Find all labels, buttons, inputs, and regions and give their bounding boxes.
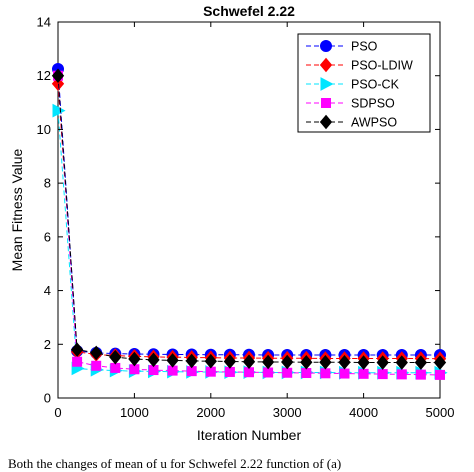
legend-swatch-marker (319, 57, 333, 73)
legend-swatch-marker (320, 77, 334, 91)
legend-item-awpso: AWPSO (306, 114, 397, 130)
data-point-sdpso (91, 360, 102, 371)
legend: PSO PSO-LDIW PSO-CK SDPSO AWPSO (297, 33, 431, 133)
data-point-awpso (281, 354, 294, 370)
data-point-sdpso (435, 369, 445, 380)
legend-item-pso-ck: PSO-CK (306, 77, 400, 92)
y-tick-label: 4 (44, 283, 51, 298)
legend-item-pso: PSO (306, 40, 378, 54)
data-point-awpso (433, 355, 447, 370)
data-point-awpso (90, 345, 103, 361)
x-tick-label: 2000 (196, 405, 225, 420)
data-point-sdpso (396, 369, 407, 380)
data-point-awpso (223, 354, 237, 369)
legend-swatch-marker (321, 98, 331, 108)
x-tick-label: 0 (54, 405, 61, 420)
data-point-awpso (357, 355, 370, 370)
y-tick-label: 12 (37, 68, 51, 83)
data-point-sdpso (415, 369, 426, 380)
data-point-sdpso (110, 362, 121, 373)
y-axis-label: Mean Fitness Value (9, 148, 25, 271)
data-point-awpso (128, 351, 141, 367)
legend-swatch-marker (320, 40, 332, 52)
data-point-awpso (300, 355, 313, 370)
y-tick-label: 14 (37, 15, 51, 30)
x-axis-label: Iteration Number (197, 427, 302, 443)
data-point-sdpso (205, 366, 216, 377)
data-point-sdpso (320, 368, 331, 379)
legend-label: PSO-LDIW (351, 59, 413, 73)
y-tick-label: 2 (44, 337, 51, 352)
data-point-awpso (319, 355, 332, 370)
x-tick-label: 1000 (120, 405, 149, 420)
x-tick-label: 3000 (273, 405, 302, 420)
data-point-awpso (242, 354, 256, 370)
data-point-awpso (70, 342, 84, 357)
legend-label: PSO (351, 40, 378, 54)
data-point-pso-ck (52, 103, 66, 118)
x-tick-label: 5000 (426, 405, 455, 420)
y-tick-label: 6 (44, 229, 51, 244)
legend-item-pso-ldiw: PSO-LDIW (306, 57, 413, 73)
x-axis-ticks: 0 1000 2000 3000 4000 5000 (54, 22, 454, 420)
data-point-sdpso (282, 367, 293, 378)
data-point-awpso (414, 355, 428, 370)
data-point-awpso (185, 353, 198, 369)
data-point-awpso (376, 355, 389, 370)
legend-label: PSO-CK (351, 78, 400, 92)
y-axis-ticks: 0 2 4 6 8 10 12 14 (37, 15, 440, 406)
series-awpso (51, 68, 447, 370)
data-point-sdpso (263, 367, 274, 378)
data-point-awpso (166, 353, 179, 368)
legend-item-sdpso: SDPSO (306, 97, 395, 111)
data-point-awpso (147, 352, 160, 368)
data-point-sdpso (339, 368, 350, 379)
figure-caption: Both the changes of mean of u for Schwef… (8, 456, 341, 471)
data-point-sdpso (244, 367, 254, 378)
data-point-awpso (204, 353, 217, 369)
y-tick-label: 10 (37, 122, 51, 137)
data-point-sdpso (224, 366, 235, 377)
chart-title: Schwefel 2.22 (203, 3, 295, 19)
series-layer (51, 63, 448, 380)
data-point-sdpso (358, 368, 369, 379)
data-point-awpso (261, 354, 275, 370)
data-point-awpso (338, 355, 351, 370)
y-tick-label: 0 (44, 391, 51, 406)
legend-label: SDPSO (351, 97, 395, 111)
legend-box (297, 33, 431, 133)
series-sdpso (53, 70, 445, 380)
data-point-awpso (395, 355, 408, 370)
x-tick-label: 4000 (349, 405, 378, 420)
data-point-awpso (109, 349, 122, 365)
data-point-sdpso (72, 356, 83, 367)
y-tick-label: 8 (44, 176, 51, 191)
data-point-sdpso (301, 368, 312, 379)
data-point-sdpso (377, 369, 388, 380)
legend-swatch-marker (319, 114, 333, 130)
legend-label: AWPSO (351, 116, 397, 130)
